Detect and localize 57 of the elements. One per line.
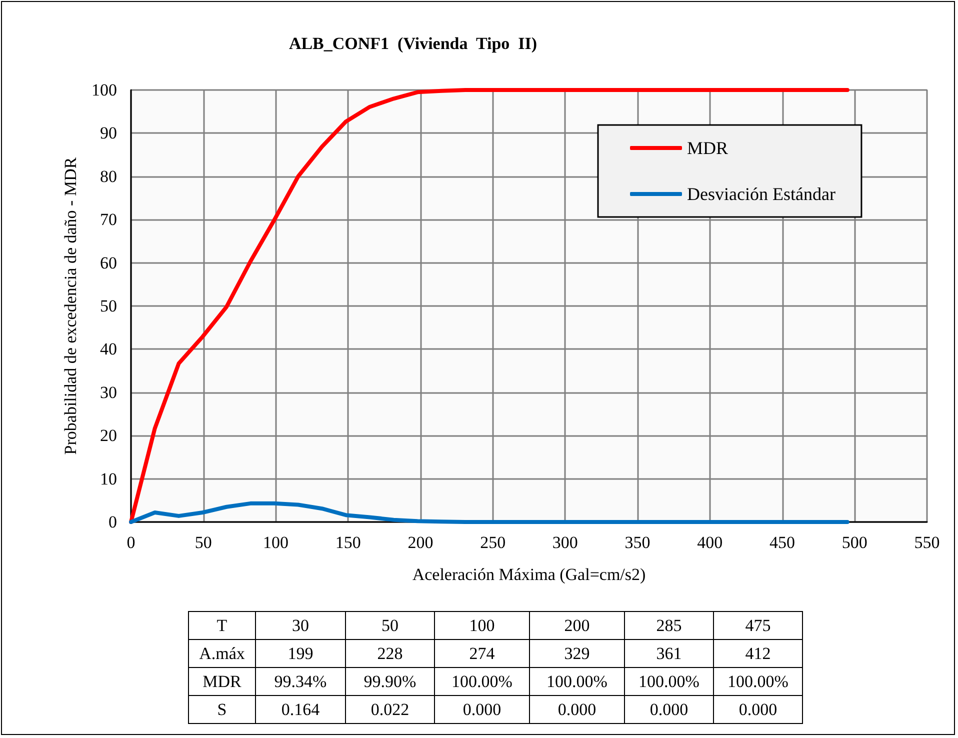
text: 0.022 <box>346 696 434 724</box>
y-tick-label: 40 <box>100 340 117 359</box>
text: 99.90% <box>346 668 434 696</box>
text: 100.00% <box>434 668 530 696</box>
text: 0.000 <box>530 696 624 724</box>
x-tick-label: 100 <box>262 533 288 552</box>
text: 412 <box>714 640 802 668</box>
text: 0.164 <box>256 696 346 724</box>
text: 30 <box>256 612 346 640</box>
text: MDR <box>188 668 256 696</box>
y-tick-label: 30 <box>100 382 117 402</box>
text: S <box>188 696 256 724</box>
legend-label: MDR <box>687 138 728 158</box>
text: 100 <box>434 612 530 640</box>
line-series <box>129 501 850 524</box>
text: 199 <box>256 640 346 668</box>
chart-title: ALB_CONF1 (Vivienda Tipo II) <box>288 34 538 53</box>
y-tick-label: 90 <box>100 124 117 143</box>
y-tick-label: 20 <box>100 426 117 446</box>
text: 475 <box>714 612 802 640</box>
text: 361 <box>624 640 714 668</box>
text: 100.00% <box>714 668 802 696</box>
y-tick-label: 100 <box>92 80 117 100</box>
text: 285 <box>624 612 714 640</box>
y-tick-label: 0 <box>108 512 117 532</box>
text: T <box>188 612 256 640</box>
y-tick-label: 50 <box>100 296 117 316</box>
y-tick-label: 70 <box>100 210 117 230</box>
text: 228 <box>346 640 434 668</box>
x-tick-label: 250 <box>480 533 506 552</box>
x-tick-label: 350 <box>624 533 650 552</box>
text: 99.34% <box>256 668 346 696</box>
x-tick-label: 500 <box>842 533 868 552</box>
x-tick-label: 300 <box>552 533 578 552</box>
x-tick-label: 150 <box>335 533 361 552</box>
x-tick-label: 400 <box>697 533 723 552</box>
legend-label: Desviación Estándar <box>687 184 836 204</box>
x-tick-label: 0 <box>126 533 136 552</box>
text: 100.00% <box>530 668 624 696</box>
y-axis-title: Probabilidad de excedencia de daño - MDR <box>61 156 80 455</box>
text: 0.000 <box>624 696 714 724</box>
text: 100.00% <box>624 668 714 696</box>
x-tick-label: 200 <box>408 533 434 552</box>
y-tick-label: 60 <box>100 253 117 272</box>
x-axis-title: Aceleración Máxima (Gal=cm/s2) <box>412 565 646 584</box>
y-tick-label: 80 <box>100 166 117 186</box>
text: A.máx <box>188 640 256 668</box>
text: 0.000 <box>714 696 802 724</box>
text: 0.000 <box>434 696 530 724</box>
x-tick-label: 450 <box>770 533 796 552</box>
text: 329 <box>530 640 624 668</box>
text: 274 <box>434 640 530 668</box>
text: 200 <box>530 612 624 640</box>
y-tick-label: 10 <box>100 469 117 488</box>
text: 50 <box>346 612 434 640</box>
x-tick-label: 50 <box>194 533 212 552</box>
x-tick-label: 550 <box>914 533 940 552</box>
